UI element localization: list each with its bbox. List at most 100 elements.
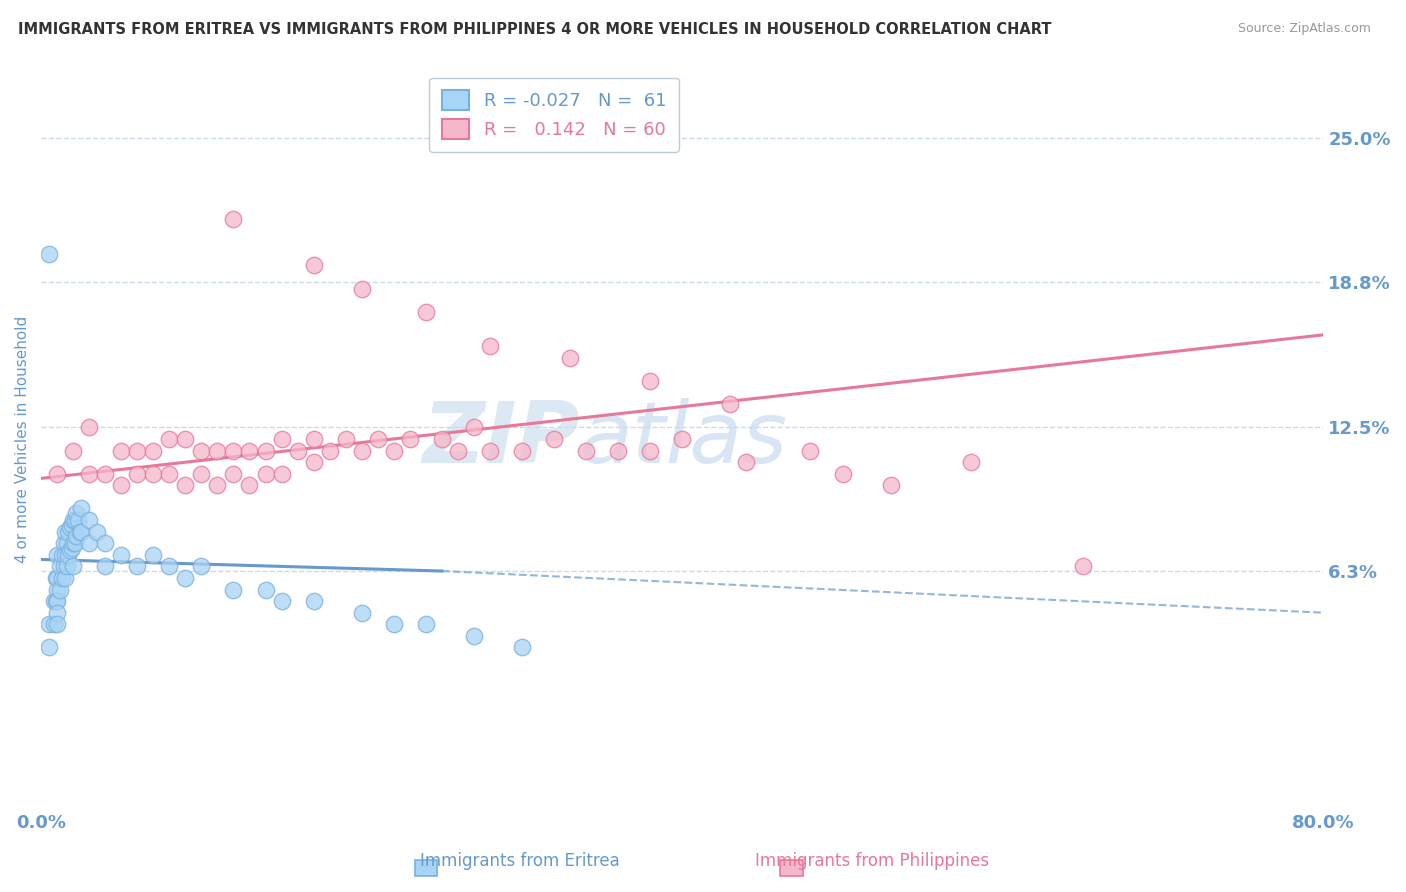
Point: [59, 520, 82, 534]
Point: [879, 478, 901, 492]
Point: [110, 443, 132, 458]
Point: [575, 443, 598, 458]
Text: Immigrants from Eritrea: Immigrants from Eritrea: [420, 852, 620, 870]
Point: [1071, 559, 1094, 574]
Point: [959, 455, 981, 469]
Point: [62, 536, 84, 550]
Point: [53, 548, 76, 562]
Point: [398, 432, 420, 446]
Point: [510, 443, 533, 458]
Point: [222, 582, 245, 597]
Point: [318, 443, 340, 458]
Point: [254, 582, 277, 597]
Point: [49, 559, 72, 574]
Point: [58, 524, 80, 539]
Point: [302, 258, 325, 272]
Point: [127, 559, 149, 574]
Point: [207, 478, 229, 492]
Point: [270, 467, 292, 481]
Point: [190, 443, 212, 458]
Point: [735, 455, 758, 469]
Point: [70, 524, 93, 539]
Legend: R = -0.027   N =  61, R =   0.142   N = 60: R = -0.027 N = 61, R = 0.142 N = 60: [429, 78, 679, 152]
Point: [174, 571, 197, 585]
Point: [38, 247, 60, 261]
Point: [62, 443, 84, 458]
Point: [302, 432, 325, 446]
Point: [77, 513, 100, 527]
Point: [49, 582, 72, 597]
Point: [382, 617, 405, 632]
Point: [55, 559, 77, 574]
Point: [463, 420, 485, 434]
Point: [302, 594, 325, 608]
Point: [430, 432, 453, 446]
Point: [558, 351, 581, 365]
Point: [86, 524, 108, 539]
Point: [110, 478, 132, 492]
Point: [63, 536, 86, 550]
Point: [59, 543, 82, 558]
Point: [415, 304, 437, 318]
Point: [110, 548, 132, 562]
Point: [53, 524, 76, 539]
Point: [142, 467, 165, 481]
Point: [157, 467, 180, 481]
Point: [46, 617, 69, 632]
Point: [94, 536, 117, 550]
Point: [174, 432, 197, 446]
Point: [42, 594, 65, 608]
Point: [77, 536, 100, 550]
Point: [51, 548, 73, 562]
Point: [44, 571, 66, 585]
Point: [222, 212, 245, 227]
Point: [270, 594, 292, 608]
Point: [42, 617, 65, 632]
Point: [174, 478, 197, 492]
Point: [127, 443, 149, 458]
Text: ZIP: ZIP: [422, 398, 579, 481]
Point: [607, 443, 630, 458]
Point: [478, 443, 501, 458]
Point: [127, 467, 149, 481]
Point: [671, 432, 693, 446]
Point: [415, 617, 437, 632]
Point: [543, 432, 565, 446]
Point: [62, 559, 84, 574]
Point: [157, 432, 180, 446]
Text: Source: ZipAtlas.com: Source: ZipAtlas.com: [1237, 22, 1371, 36]
Point: [270, 432, 292, 446]
Point: [46, 548, 69, 562]
Point: [478, 339, 501, 353]
Point: [190, 559, 212, 574]
Point: [157, 559, 180, 574]
Point: [254, 467, 277, 481]
Point: [66, 513, 89, 527]
Point: [69, 524, 91, 539]
Point: [335, 432, 357, 446]
Point: [38, 617, 60, 632]
Point: [46, 594, 69, 608]
Point: [222, 443, 245, 458]
Point: [70, 501, 93, 516]
Point: [302, 455, 325, 469]
Point: [46, 571, 69, 585]
Point: [46, 467, 69, 481]
Point: [638, 374, 661, 388]
Point: [94, 467, 117, 481]
Point: [718, 397, 741, 411]
Point: [638, 443, 661, 458]
Y-axis label: 4 or more Vehicles in Household: 4 or more Vehicles in Household: [15, 316, 30, 563]
Point: [60, 517, 83, 532]
Point: [190, 467, 212, 481]
Point: [207, 443, 229, 458]
Point: [77, 467, 100, 481]
Point: [44, 594, 66, 608]
Point: [77, 420, 100, 434]
Point: [238, 478, 260, 492]
Point: [142, 443, 165, 458]
Point: [46, 582, 69, 597]
Point: [38, 640, 60, 655]
Point: [142, 548, 165, 562]
Point: [463, 629, 485, 643]
